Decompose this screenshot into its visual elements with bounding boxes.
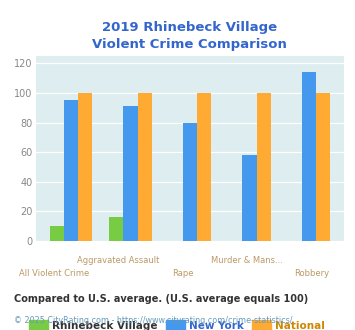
Bar <box>64 100 78 241</box>
Text: All Violent Crime: All Violent Crime <box>19 269 89 278</box>
Legend: Rhinebeck Village, New York, National: Rhinebeck Village, New York, National <box>25 316 329 330</box>
Bar <box>242 155 257 241</box>
Bar <box>50 226 64 241</box>
Text: Robbery: Robbery <box>294 269 329 278</box>
Bar <box>197 93 211 241</box>
Title: 2019 Rhinebeck Village
Violent Crime Comparison: 2019 Rhinebeck Village Violent Crime Com… <box>93 21 287 51</box>
Text: Aggravated Assault: Aggravated Assault <box>77 256 159 265</box>
Text: Rape: Rape <box>172 269 193 278</box>
Text: Compared to U.S. average. (U.S. average equals 100): Compared to U.S. average. (U.S. average … <box>14 294 308 304</box>
Bar <box>302 72 316 241</box>
Bar <box>78 93 92 241</box>
Text: Murder & Mans...: Murder & Mans... <box>211 256 283 265</box>
Bar <box>123 106 138 241</box>
Bar <box>183 123 197 241</box>
Bar <box>316 93 330 241</box>
Bar <box>138 93 152 241</box>
Text: © 2025 CityRating.com - https://www.cityrating.com/crime-statistics/: © 2025 CityRating.com - https://www.city… <box>14 315 293 325</box>
Bar <box>257 93 271 241</box>
Bar <box>109 217 123 241</box>
